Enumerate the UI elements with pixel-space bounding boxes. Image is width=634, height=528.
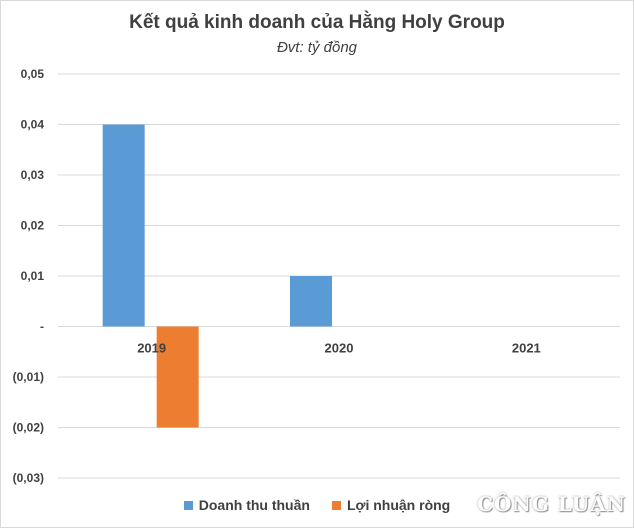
x-category-label: 2020 [325,341,354,356]
legend-label-profit: Lợi nhuận ròng [346,497,451,513]
legend-label-revenue: Doanh thu thuần [198,497,310,513]
y-tick-label: 0,05 [21,67,45,81]
y-tick-label: 0,03 [21,168,45,182]
chart-subtitle: Đvt: tỷ đồng [276,39,358,56]
legend-item-profit: Lợi nhuận ròng [331,497,451,513]
chart-title: Kết quả kinh doanh của Hằng Holy Group [129,12,505,33]
legend-swatch-revenue [183,500,193,510]
x-category-label: 2019 [137,341,166,356]
bar-revenue-2019 [102,124,145,327]
legend: Doanh thu thuần Lợi nhuận ròng [0,497,634,513]
y-tick-label: (0,03) [13,471,44,485]
bars [102,124,332,428]
y-tick-label: 0,04 [21,118,45,132]
legend-swatch-profit [331,500,341,510]
y-tick-label: (0,02) [13,421,44,435]
y-tick-label: (0,01) [13,370,44,384]
y-axis-ticks: 0,05 0,04 0,03 0,02 0,01 - (0,01) (0,02) (0,03) [13,67,45,485]
y-tick-label: 0,02 [21,219,45,233]
x-category-label: 2021 [512,341,541,356]
gridlines [58,73,620,479]
watermark-logo: CÔNG LUẬN [477,492,626,516]
y-tick-label: - [40,320,44,334]
bar-profit-2019 [156,326,199,428]
x-axis-categories: 2019 2020 2021 [137,341,541,356]
bar-revenue-2020 [290,276,332,327]
legend-item-revenue: Doanh thu thuần [183,497,310,513]
y-tick-label: 0,01 [21,269,45,283]
